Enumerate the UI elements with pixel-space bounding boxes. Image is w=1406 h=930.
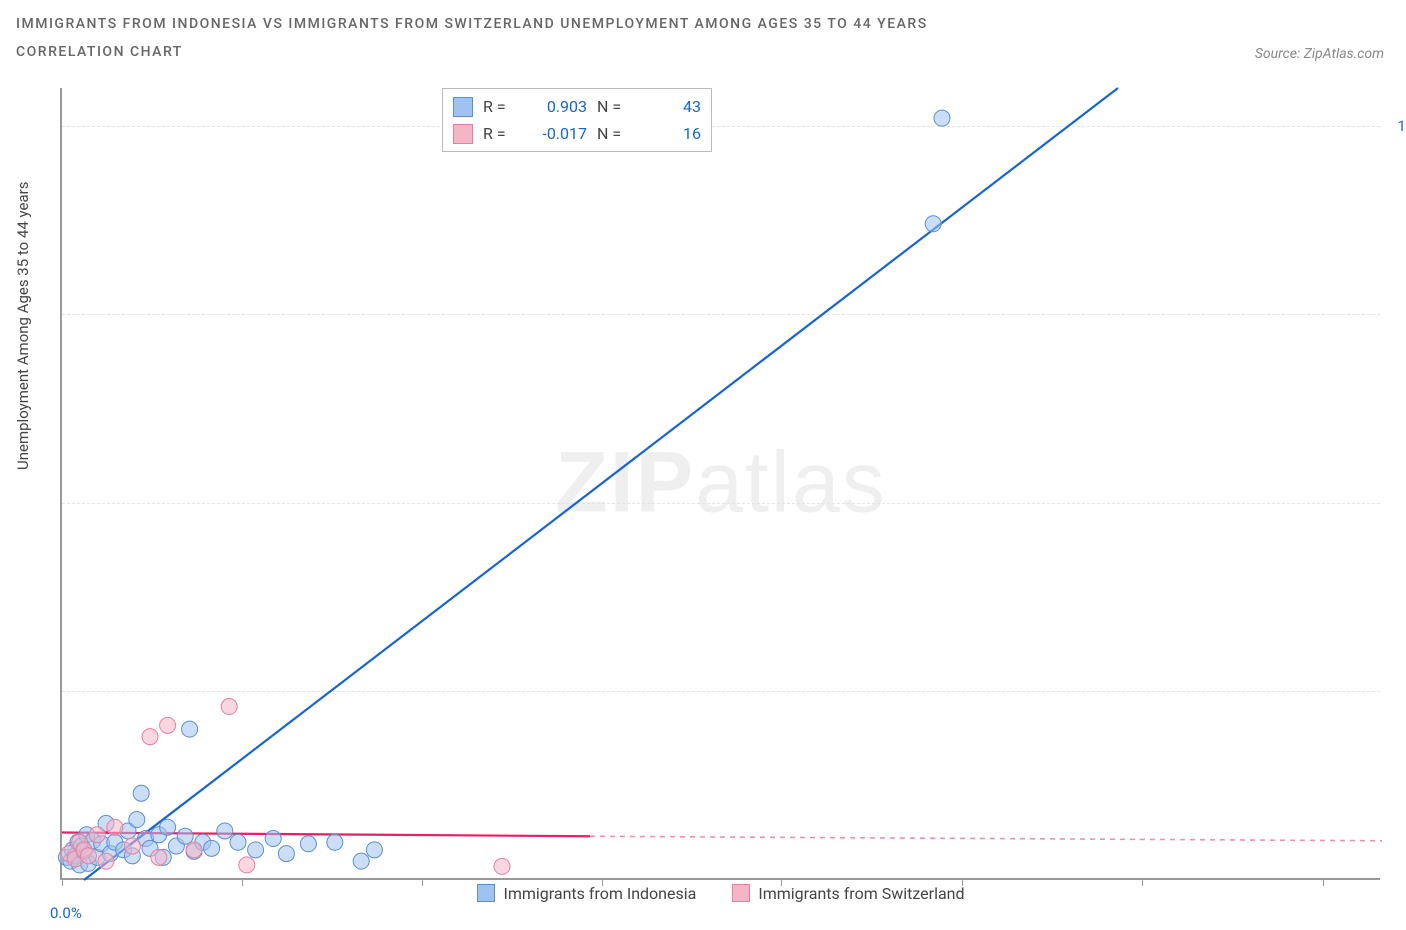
legend-swatch xyxy=(453,97,473,117)
data-point xyxy=(278,846,294,862)
data-point xyxy=(925,216,941,232)
data-point xyxy=(129,812,145,828)
bottom-legend: Immigrants from Indonesia Immigrants from… xyxy=(62,884,1380,907)
legend-label: Immigrants from Switzerland xyxy=(758,884,964,903)
y-tick-label: 50.0% xyxy=(1386,494,1406,512)
data-point xyxy=(186,842,202,858)
y-axis-label: Unemployment Among Ages 35 to 44 years xyxy=(14,182,32,470)
stat-n-label: N = xyxy=(597,93,631,120)
data-point xyxy=(182,721,198,737)
stat-r-value: -0.017 xyxy=(527,120,587,147)
x-axis-label-max: 15.0% xyxy=(1392,884,1406,902)
data-point xyxy=(160,717,176,733)
y-tick-label: 100.0% xyxy=(1386,117,1406,135)
chart-title-line2: CORRELATION CHART xyxy=(16,44,928,60)
data-point xyxy=(124,838,140,854)
stats-row: R = -0.017 N = 16 xyxy=(453,120,701,147)
source-attribution: Source: ZipAtlas.com xyxy=(1255,46,1384,62)
data-point xyxy=(353,853,369,869)
data-point xyxy=(204,840,220,856)
stat-n-value: 43 xyxy=(641,93,701,120)
stat-r-value: 0.903 xyxy=(527,93,587,120)
data-point xyxy=(327,834,343,850)
trend-line xyxy=(590,836,1382,841)
data-point xyxy=(494,858,510,874)
data-point xyxy=(239,857,255,873)
stats-legend-box: R = 0.903 N = 43 R = -0.017 N = 16 xyxy=(442,88,712,152)
legend-swatch xyxy=(477,884,495,902)
chart-title-line1: IMMIGRANTS FROM INDONESIA VS IMMIGRANTS … xyxy=(16,16,928,32)
data-point xyxy=(366,842,382,858)
data-point xyxy=(300,836,316,852)
y-tick-label: 75.0% xyxy=(1386,305,1406,323)
data-point xyxy=(217,823,233,839)
legend-item: Immigrants from Indonesia xyxy=(477,884,696,903)
data-point xyxy=(107,819,123,835)
data-point xyxy=(230,834,246,850)
data-point xyxy=(80,848,96,864)
data-point xyxy=(160,819,176,835)
stat-r-label: R = xyxy=(483,120,517,147)
chart-title-block: IMMIGRANTS FROM INDONESIA VS IMMIGRANTS … xyxy=(16,16,928,72)
legend-item: Immigrants from Switzerland xyxy=(732,884,964,903)
plot-svg xyxy=(62,88,1380,878)
data-point xyxy=(248,842,264,858)
y-tick-label: 25.0% xyxy=(1386,682,1406,700)
correlation-chart: ZIPatlas 25.0%50.0%75.0%100.0% R =0.903N… xyxy=(60,88,1380,880)
data-point xyxy=(221,699,237,715)
data-point xyxy=(98,853,114,869)
data-point xyxy=(89,827,105,843)
stat-n-label: N = xyxy=(597,120,631,147)
data-point xyxy=(265,831,281,847)
data-point xyxy=(177,828,193,844)
data-point xyxy=(142,729,158,745)
x-axis-label-min: 0.0% xyxy=(50,904,82,922)
trend-line xyxy=(84,88,1118,880)
data-point xyxy=(133,785,149,801)
legend-label: Immigrants from Indonesia xyxy=(503,884,696,903)
data-point xyxy=(151,849,167,865)
stats-row: R = 0.903 N = 43 xyxy=(453,93,701,120)
legend-swatch xyxy=(453,124,473,144)
stat-r-label: R = xyxy=(483,93,517,120)
stat-n-value: 16 xyxy=(641,120,701,147)
data-point xyxy=(934,110,950,126)
legend-swatch xyxy=(732,884,750,902)
